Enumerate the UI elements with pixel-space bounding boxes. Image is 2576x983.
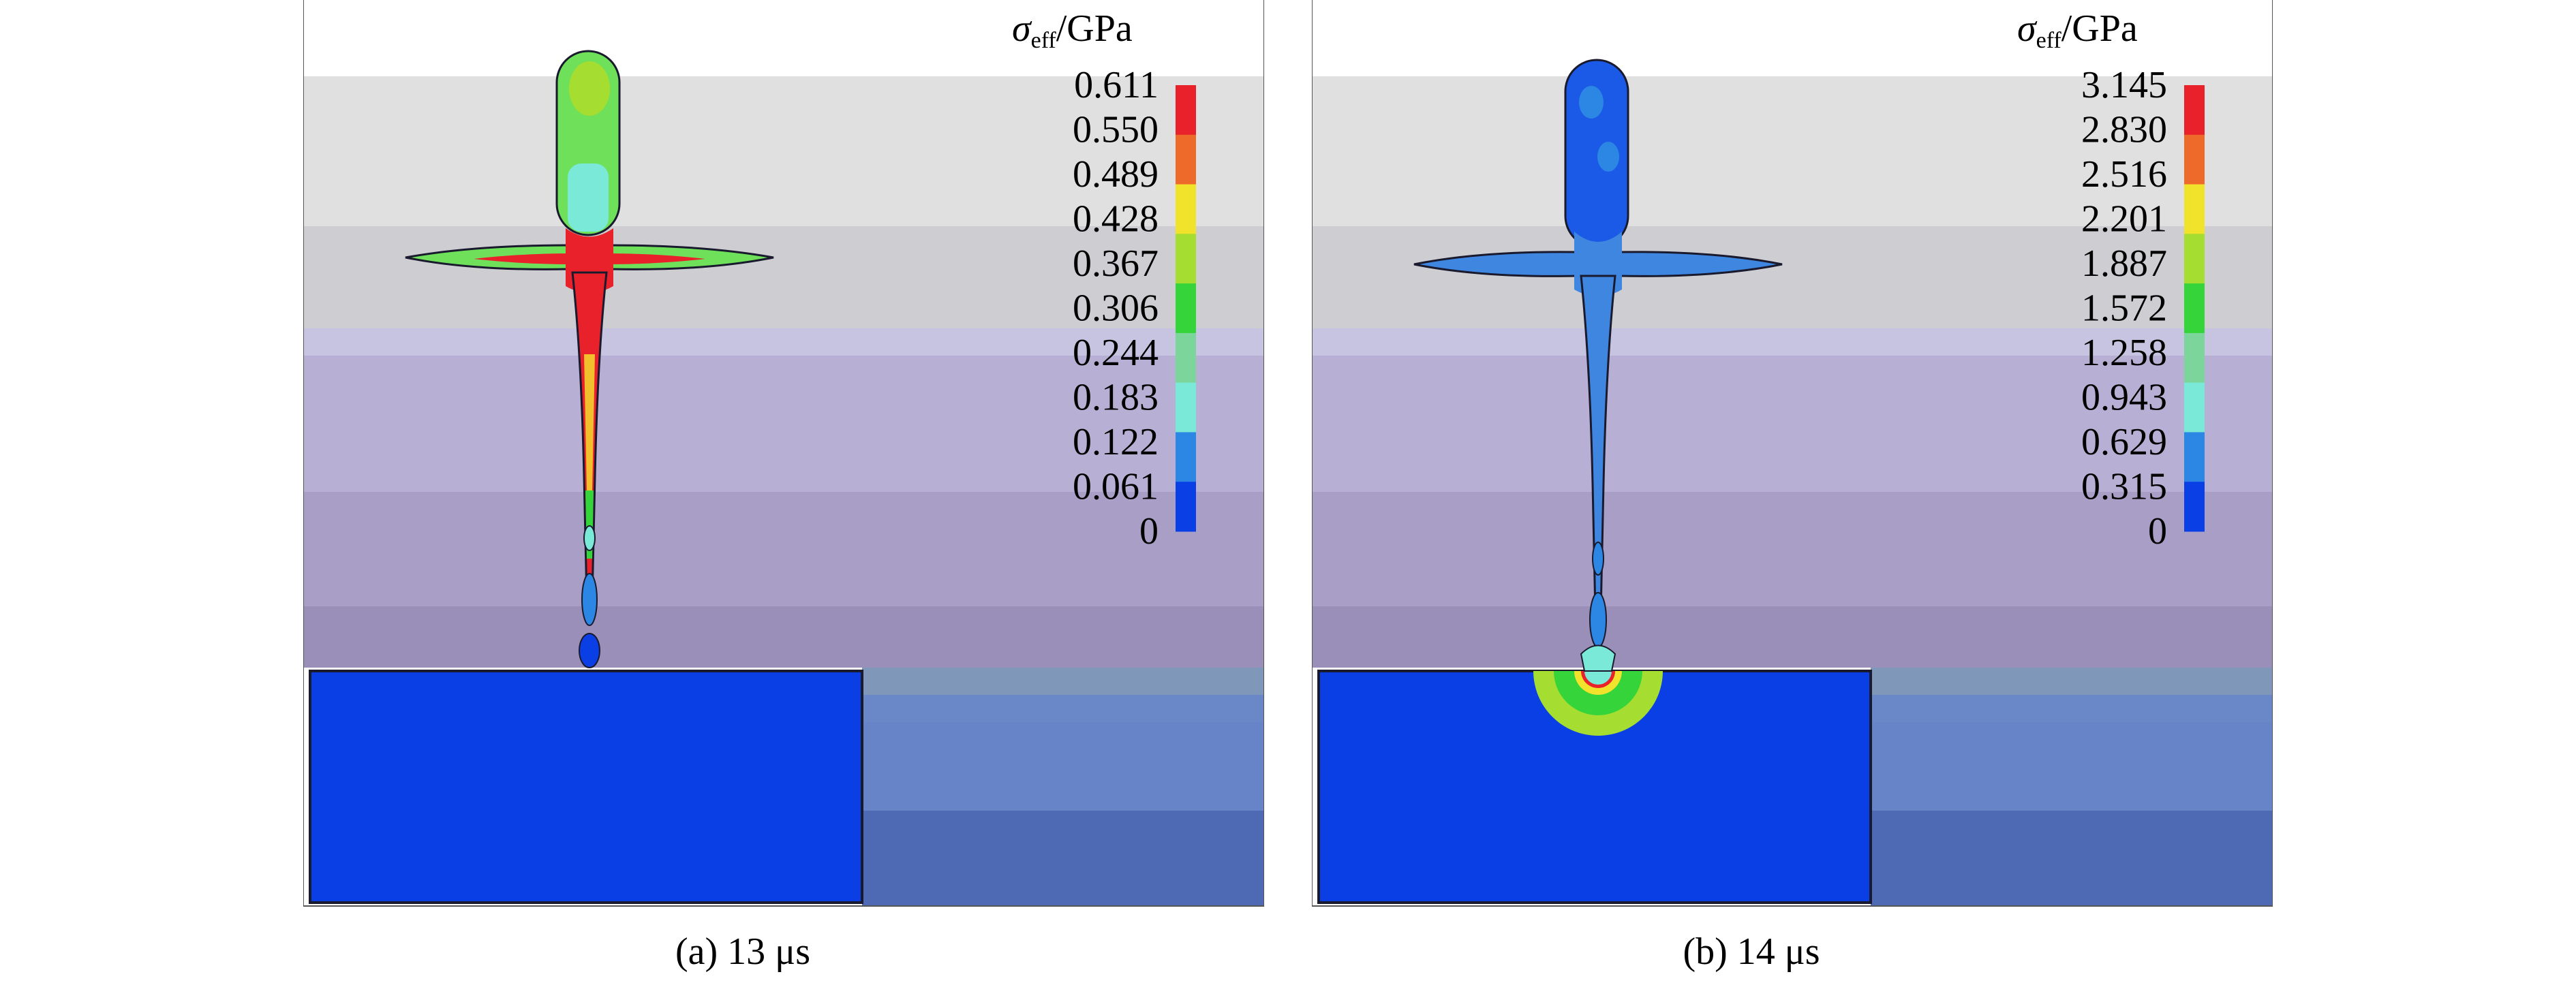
background-band [1312, 492, 2273, 606]
colorbar-tick-label: 0 [1139, 510, 1159, 552]
colorbar-swatch [1176, 482, 1196, 532]
colorbar-swatch [1176, 332, 1196, 384]
background-band [1312, 606, 2273, 668]
background-band [303, 356, 1264, 492]
caption-a: (a) 13 μs [675, 931, 810, 973]
background-band [1871, 668, 2273, 695]
background-band [1312, 76, 2273, 226]
colorbar-tick-label: 2.830 [2081, 109, 2167, 151]
colorbar-tick-label: 0.183 [1073, 377, 1159, 419]
impact-zone [1533, 671, 1663, 736]
colorbar-b: σeff/GPa 3.1452.8302.5162.2011.8871.5721… [2017, 7, 2205, 552]
colorbar-tick-label: 0.315 [2081, 466, 2167, 508]
colorbar-swatch [2184, 332, 2205, 384]
panel-b: σeff/GPa 3.145 2.830 2.516 2.201 1.887 1.572 1… [1312, 0, 2273, 913]
colorbar-tick-label: 0.550 [1073, 109, 1159, 151]
colorbar-swatch [1176, 382, 1196, 433]
simulation-figure-a: σeff/GPa 0.6110.5500.4890.4280.3670.3060… [303, 0, 1264, 913]
background-band [1871, 811, 2273, 906]
background-band [862, 722, 1264, 811]
background-band [1312, 226, 2273, 328]
colorbar-tick-label: 0.489 [1073, 153, 1159, 196]
background-band [303, 76, 1264, 226]
colorbar-tick-label: 0.611 [1074, 64, 1159, 106]
colorbar-title: σeff/GPa [1012, 7, 1133, 53]
colorbar-tick-label: 0.428 [1073, 198, 1159, 240]
colorbar-tick-label: 1.572 [2081, 287, 2167, 330]
colorbar-title: σeff/GPa [2017, 7, 2138, 53]
colorbar-a: σeff/GPa 0.6110.5500.4890.4280.3670.3060… [1012, 7, 1196, 552]
projectile-shape [1413, 59, 1783, 672]
colorbar-swatch [1176, 134, 1196, 185]
background-band [862, 668, 1264, 695]
colorbar-tick-label: 0.629 [2081, 421, 2167, 463]
colorbar-swatch [1176, 432, 1196, 482]
simulation-figure-b: σeff/GPa 3.1452.8302.5162.2011.8871.5721… [1312, 0, 2273, 913]
colorbar-tick-label: 1.258 [2081, 332, 2167, 374]
background-band [303, 226, 1264, 328]
colorbar-swatch [2184, 134, 2205, 185]
colorbar-tick-label: 0.122 [1073, 421, 1159, 463]
background-band [1312, 328, 2273, 356]
panel-a: σeff/GPa 0.611 0.550 0.489 0.428 0.367 0.306 0… [303, 0, 1264, 913]
background-band [1312, 356, 2273, 492]
colorbar-tick-label: 0.306 [1073, 287, 1159, 330]
colorbar-tick-label: 0.244 [1073, 332, 1159, 374]
colorbar-swatch [2184, 382, 2205, 433]
colorbar-tick-label: 0.367 [1073, 243, 1159, 285]
colorbar-tick-label: 1.887 [2081, 243, 2167, 285]
background-band [862, 811, 1264, 906]
colorbar-swatch [1176, 234, 1196, 284]
caption-b: (b) 14 μs [1683, 931, 1820, 973]
target-block [309, 670, 863, 904]
colorbar-swatch [2184, 85, 2205, 136]
colorbar-swatch [2184, 184, 2205, 234]
colorbar-tick-label: 0.061 [1073, 466, 1159, 508]
background-band [1871, 722, 2273, 811]
colorbar-tick-label: 2.201 [2081, 198, 2167, 240]
colorbar-swatch [2184, 482, 2205, 532]
background-band [862, 695, 1264, 722]
colorbar-swatch [1176, 184, 1196, 234]
background-band [1871, 695, 2273, 722]
colorbar-tick-label: 0.943 [2081, 377, 2167, 419]
colorbar-swatch [2184, 234, 2205, 284]
projectile-shape [405, 50, 774, 668]
background-band [303, 606, 1264, 668]
colorbar-swatch [1176, 85, 1196, 136]
background-band [303, 492, 1264, 606]
colorbar-swatch [2184, 432, 2205, 482]
colorbar-tick-label: 0 [2148, 510, 2167, 552]
colorbar-tick-label: 3.145 [2081, 64, 2167, 106]
colorbar-swatch [1176, 283, 1196, 334]
colorbar-tick-label: 2.516 [2081, 153, 2167, 196]
background-band [303, 328, 1264, 356]
colorbar-swatch [2184, 283, 2205, 334]
